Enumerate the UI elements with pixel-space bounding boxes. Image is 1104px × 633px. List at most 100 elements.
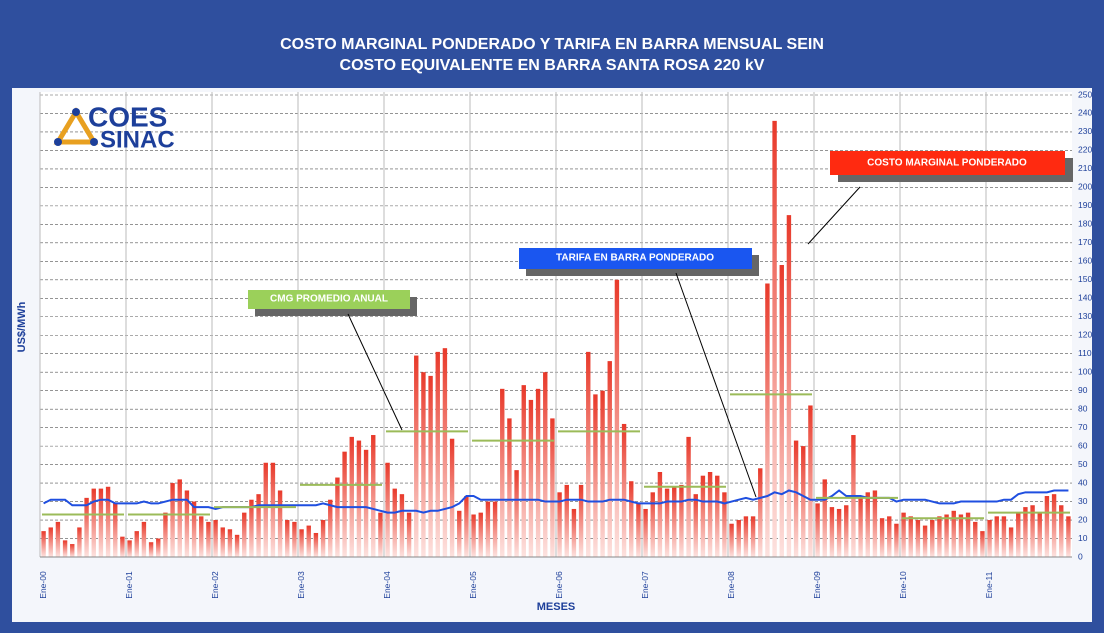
bar: [743, 516, 749, 557]
bar: [779, 265, 784, 557]
bar: [858, 496, 863, 557]
bar: [514, 470, 519, 557]
x-tick-label: Ene-06: [554, 571, 564, 599]
bar: [120, 536, 125, 557]
bar: [421, 372, 426, 557]
bar: [550, 418, 555, 557]
chart-subtitle: COSTO EQUIVALENTE EN BARRA SANTA ROSA 22…: [340, 57, 765, 74]
bar: [693, 494, 698, 557]
bar: [55, 521, 61, 557]
annotation-box: [830, 151, 1065, 175]
y-tick-label: 220: [1078, 145, 1092, 155]
bar: [829, 507, 835, 557]
logo-dot: [72, 108, 80, 116]
bar: [1037, 512, 1042, 557]
bar: [571, 508, 577, 557]
bar: [263, 462, 268, 557]
bar: [285, 520, 290, 557]
bar: [930, 520, 935, 557]
x-tick-label: Ene-04: [382, 571, 392, 599]
bar: [199, 516, 204, 557]
bar: [629, 481, 634, 557]
y-tick-label: 250: [1078, 89, 1092, 99]
y-tick-label: 210: [1078, 163, 1092, 173]
bar: [227, 529, 233, 557]
bar: [621, 423, 627, 557]
x-tick-label: Ene-00: [38, 571, 48, 599]
x-tick-label: Ene-01: [124, 571, 134, 599]
bar: [808, 405, 813, 557]
y-tick-label: 60: [1078, 440, 1088, 450]
bar: [449, 438, 455, 557]
bar: [801, 446, 806, 557]
y-tick-label: 80: [1078, 403, 1088, 413]
bar: [664, 488, 670, 557]
bar: [973, 521, 978, 557]
y-tick-label: 70: [1078, 422, 1088, 432]
bar: [256, 494, 261, 557]
bar: [492, 501, 498, 557]
bar: [887, 516, 892, 557]
bar: [607, 361, 612, 557]
annotation: CMG PROMEDIO ANUAL: [270, 294, 388, 305]
bar: [385, 462, 390, 557]
y-tick-label: 10: [1078, 533, 1088, 543]
bar: [844, 505, 849, 557]
bar: [1016, 512, 1021, 557]
bar: [349, 436, 354, 557]
bar: [134, 531, 139, 557]
annotation: TARIFA EN BARRA PONDERADO: [556, 253, 714, 264]
bar: [879, 518, 885, 557]
bar: [442, 348, 448, 557]
bar: [428, 375, 433, 557]
bar: [113, 503, 118, 557]
bar: [578, 484, 584, 557]
y-tick-label: 50: [1078, 459, 1088, 469]
bar: [478, 512, 483, 557]
bar: [722, 492, 727, 557]
x-tick-label: Ene-07: [640, 571, 650, 599]
bar: [98, 488, 104, 557]
y-tick-label: 130: [1078, 311, 1092, 321]
bar: [765, 283, 770, 557]
y-tick-label: 240: [1078, 108, 1092, 118]
bar: [277, 490, 283, 557]
bar: [822, 479, 827, 557]
y-tick-label: 110: [1078, 348, 1092, 358]
bar: [406, 512, 412, 557]
bar: [356, 440, 362, 557]
chart-title: COSTO MARGINAL PONDERADO Y TARIFA EN BAR…: [280, 36, 824, 53]
bar: [213, 520, 218, 557]
logo: COES SINAC: [53, 101, 175, 153]
y-tick-label: 90: [1078, 385, 1088, 395]
bar: [363, 449, 369, 557]
bar: [1030, 505, 1035, 557]
bar: [750, 516, 756, 557]
bar: [1023, 507, 1028, 557]
bar: [758, 468, 763, 557]
bar: [62, 540, 68, 557]
x-tick-label: Ene-08: [726, 571, 736, 599]
bar: [399, 494, 405, 557]
bar: [815, 503, 820, 557]
bar: [371, 435, 376, 557]
bar: [342, 451, 347, 557]
bar: [650, 492, 655, 557]
bar: [586, 351, 591, 557]
bar: [105, 486, 111, 557]
bar: [70, 544, 75, 557]
bar: [786, 215, 792, 557]
y-tick-label: 20: [1078, 514, 1088, 524]
bar: [951, 510, 956, 557]
x-tick-label: Ene-03: [296, 571, 306, 599]
y-tick-label: 140: [1078, 293, 1092, 303]
annotation-box: [248, 290, 410, 309]
bar: [234, 534, 240, 557]
x-tick-label: Ene-10: [898, 571, 908, 599]
bar: [901, 512, 906, 557]
bar: [994, 516, 999, 557]
bar: [156, 538, 161, 557]
bar: [313, 532, 319, 557]
bar: [707, 471, 713, 557]
bar: [299, 529, 304, 557]
